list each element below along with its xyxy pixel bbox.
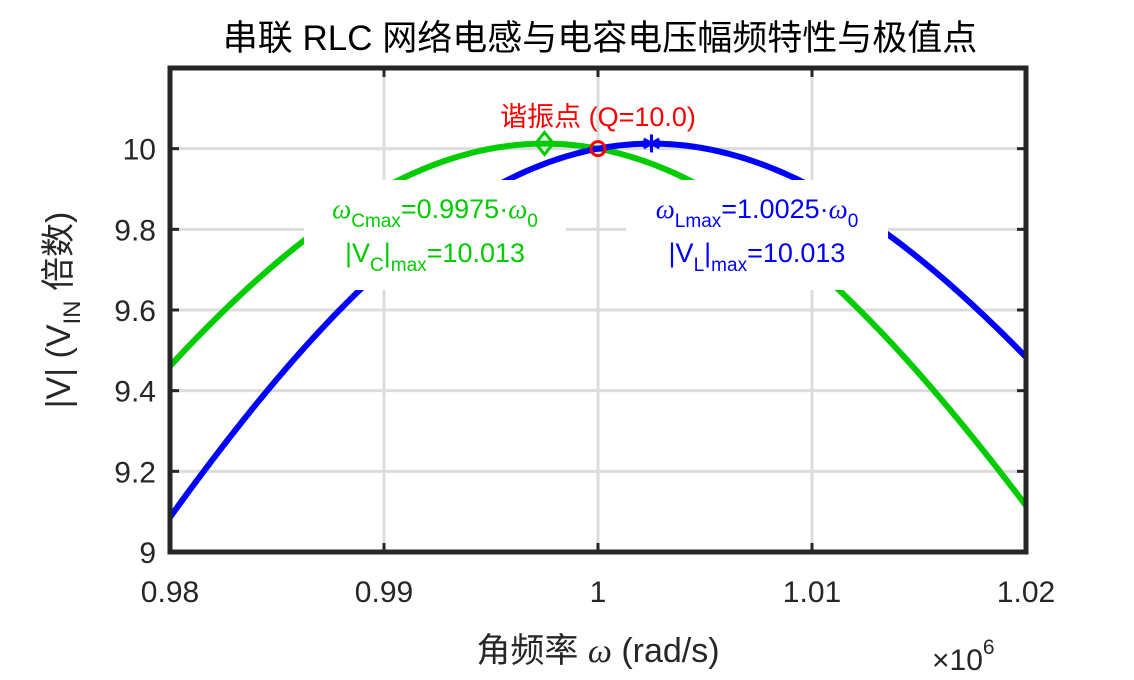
y-tick-label: 9.4 [114, 376, 156, 409]
x-tick-label: 0.99 [355, 576, 413, 609]
y-axis-label: |V| (VIN 倍数) [40, 212, 86, 409]
x-tick-label: 1 [590, 576, 607, 609]
vl-annotation-line1: ωLmax=1.0025·ω0 [656, 194, 859, 232]
y-tick-label: 9.6 [114, 295, 156, 328]
y-tick-label: 9 [139, 537, 156, 570]
x-tick-label: 1.01 [783, 576, 841, 609]
vl-max-marker [642, 134, 661, 153]
x-axis-label: 角频率 ω (rad/s) [476, 632, 719, 670]
y-tick-label: 10 [123, 134, 156, 167]
x-axis-multiplier: ×106 [932, 636, 995, 677]
y-tick-label: 9.8 [114, 214, 156, 247]
x-tick-label: 1.02 [997, 576, 1055, 609]
x-tick-label: 0.98 [141, 576, 199, 609]
resonance-marker [589, 140, 607, 158]
vc-annotation-line1: ωCmax=0.9975·ω0 [332, 194, 538, 232]
resonance-label: 谐振点 (Q=10.0) [500, 102, 696, 132]
vl-annotation-line2: |VL|max=10.013 [669, 238, 846, 276]
vc-max-marker [533, 130, 556, 157]
y-tick-label: 9.2 [114, 456, 156, 489]
axis-ticks: 0.98 0.99 1 1.01 1.02 9 9.2 9.4 9.6 9.8 10 [114, 68, 1055, 609]
vc-annotation-line2: |VC|max=10.013 [345, 238, 525, 276]
vc-annotation-box [304, 180, 566, 290]
vl-annotation-box [626, 180, 888, 290]
vl-max-marker-stroke [642, 137, 661, 150]
chart-title: 串联 RLC 网络电感与电容电压幅频特性与极值点 [223, 19, 977, 58]
